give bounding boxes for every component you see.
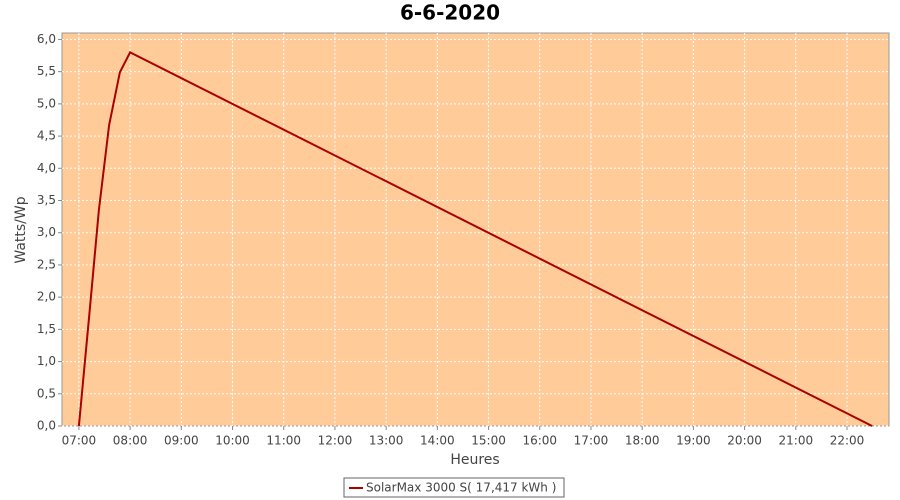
x-tick-label: 20:00 xyxy=(727,434,762,448)
x-tick-label: 22:00 xyxy=(830,434,865,448)
y-tick-label: 3,5 xyxy=(37,193,56,207)
x-tick-label: 08:00 xyxy=(113,434,148,448)
x-tick-label: 16:00 xyxy=(522,434,557,448)
x-tick-label: 12:00 xyxy=(318,434,353,448)
y-tick-label: 0,5 xyxy=(37,386,56,400)
y-tick-label: 4,0 xyxy=(37,161,56,175)
x-axis-label: Heures xyxy=(450,452,499,468)
y-tick-label: 5,0 xyxy=(37,96,56,110)
x-tick-label: 09:00 xyxy=(164,434,199,448)
x-tick-label: 17:00 xyxy=(574,434,609,448)
x-tick-label: 21:00 xyxy=(779,434,814,448)
x-tick-label: 19:00 xyxy=(676,434,711,448)
y-tick-label: 2,0 xyxy=(37,290,56,304)
x-tick-label: 13:00 xyxy=(369,434,404,448)
x-tick-label: 15:00 xyxy=(471,434,506,448)
y-tick-label: 2,5 xyxy=(37,257,56,271)
x-tick-label: 14:00 xyxy=(420,434,455,448)
plot-area xyxy=(61,32,890,427)
y-axis-label: Watts/Wp xyxy=(13,196,29,263)
chart-title: 6-6-2020 xyxy=(400,1,500,25)
legend-label: SolarMax 3000 S( 17,417 kWh ) xyxy=(366,481,556,495)
x-tick-label: 10:00 xyxy=(215,434,250,448)
x-tick-label: 11:00 xyxy=(266,434,301,448)
y-tick-label: 6,0 xyxy=(37,32,56,46)
y-tick-label: 1,5 xyxy=(37,322,56,336)
y-tick-label: 3,0 xyxy=(37,225,56,239)
y-tick-label: 5,5 xyxy=(37,64,56,78)
x-tick-label: 07:00 xyxy=(62,434,97,448)
y-tick-label: 1,0 xyxy=(37,354,56,368)
legend-box xyxy=(343,477,565,498)
line-series xyxy=(77,50,873,427)
y-tick-label: 4,5 xyxy=(37,129,56,143)
y-tick-label: 0,0 xyxy=(37,419,56,433)
x-tick-label: 18:00 xyxy=(625,434,660,448)
